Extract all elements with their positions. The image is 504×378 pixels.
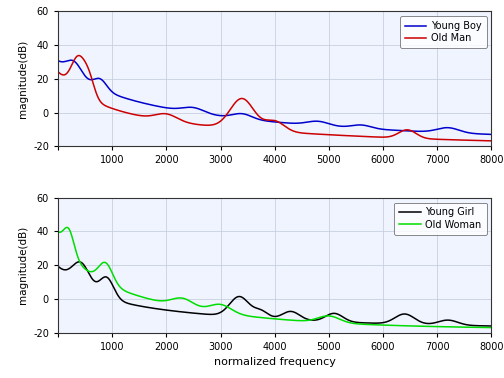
Legend: Young Boy, Old Man: Young Boy, Old Man (400, 16, 486, 48)
Young Boy (475, 132, 481, 136)
Y-axis label: magnitude(dB): magnitude(dB) (18, 40, 28, 118)
Old Woman (240, 313, 246, 317)
Young Girl (370, 321, 376, 325)
Young Boy (237, 111, 243, 116)
Young Boy (454, 127, 460, 132)
Young Boy (240, 112, 246, 116)
Young Girl (475, 324, 481, 328)
Line: Young Girl: Young Girl (58, 262, 491, 326)
Old Man (475, 138, 481, 143)
Old Man (454, 138, 460, 142)
Old Woman (237, 311, 243, 316)
Old Man (76, 53, 82, 58)
Old Woman (454, 325, 460, 329)
Young Girl (488, 324, 494, 328)
Old Man (240, 96, 246, 101)
Young Girl (237, 294, 243, 299)
Line: Old Woman: Old Woman (58, 228, 491, 328)
Old Man (237, 96, 243, 101)
Y-axis label: magnitude(dB): magnitude(dB) (18, 226, 28, 304)
Old Man (55, 69, 61, 74)
Old Man (488, 139, 494, 143)
Line: Old Man: Old Man (58, 56, 491, 141)
Young Boy (55, 58, 61, 63)
Young Boy (68, 58, 74, 62)
Young Girl (240, 296, 246, 301)
Legend: Young Girl, Old Woman: Young Girl, Old Woman (394, 203, 486, 235)
Old Woman (64, 225, 70, 230)
Old Man (261, 117, 267, 122)
Old Woman (370, 322, 376, 327)
Young Girl (55, 264, 61, 268)
Young Boy (488, 132, 494, 137)
Young Boy (370, 125, 376, 130)
Old Woman (488, 325, 494, 330)
Young Boy (261, 118, 267, 123)
Old Woman (55, 229, 61, 234)
Old Woman (475, 325, 481, 330)
X-axis label: normalized frequency: normalized frequency (214, 357, 336, 367)
Young Girl (261, 309, 267, 313)
Old Man (370, 135, 376, 139)
Old Woman (261, 316, 267, 320)
Line: Young Boy: Young Boy (58, 60, 491, 135)
Young Girl (76, 260, 82, 264)
Young Girl (454, 320, 460, 324)
